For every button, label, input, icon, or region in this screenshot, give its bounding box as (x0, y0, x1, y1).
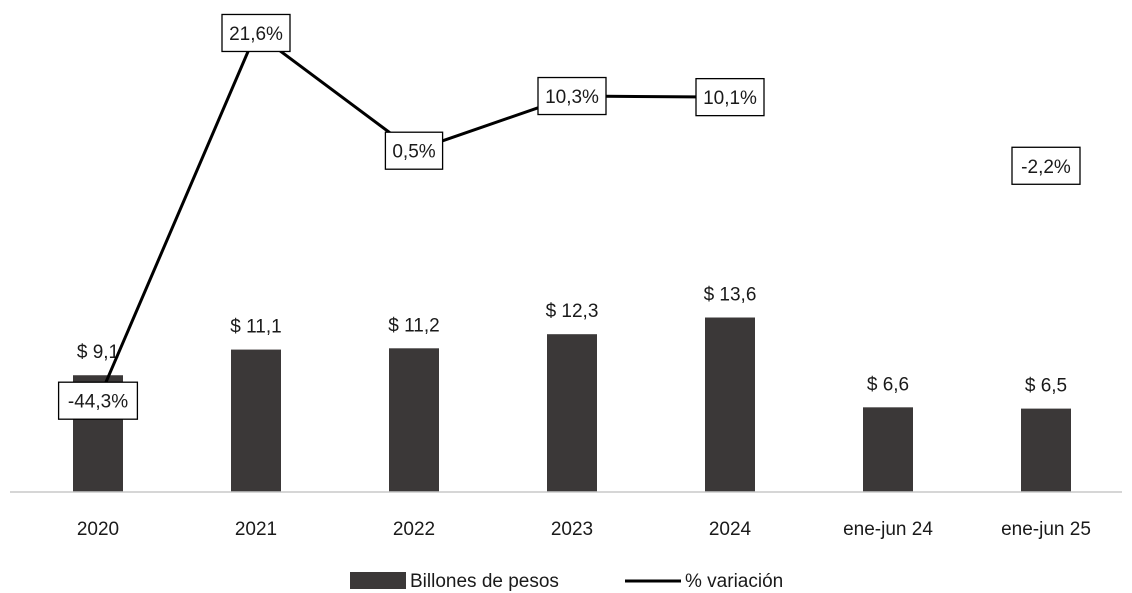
variation-label-box (57, 381, 139, 420)
bar-value-label: $ 13,6 (704, 285, 757, 306)
variation-line-layer (96, 31, 731, 402)
bar-value-label: $ 6,5 (1025, 376, 1067, 397)
variation-label-box (537, 76, 607, 116)
bar-value-label: $ 11,2 (388, 315, 439, 336)
variation-label-text: 10,1% (703, 88, 757, 109)
x-tick-label: 2024 (709, 519, 752, 540)
bar-2021 (231, 349, 281, 492)
variation-labels-layer: -44,3% 21,6% 0,5% 10,3% 10,1% -2,2% (57, 13, 1081, 420)
x-tick-label: 2020 (77, 519, 119, 540)
x-axis-tick-labels: 2020 2021 2022 2023 2024 ene-jun 24 ene-jun 25 (77, 519, 1091, 540)
legend-bar-swatch (350, 572, 406, 589)
variation-label-text: -2,2% (1021, 157, 1071, 178)
variation-label: 10,3% (537, 76, 607, 116)
bar-value-label: $ 9,1 (77, 342, 119, 363)
bars-layer (73, 317, 1071, 492)
x-tick-label: 2023 (551, 519, 593, 540)
bar-value-label: $ 11,1 (230, 317, 281, 338)
variation-label-text: 21,6% (229, 24, 283, 45)
x-tick-label: ene-jun 25 (1001, 519, 1091, 540)
bar-ene-jun-25 (1021, 408, 1071, 492)
variation-label-box (384, 131, 444, 170)
variation-label: 0,5% (384, 131, 444, 170)
variation-label: 10,1% (695, 77, 765, 117)
variation-label: 21,6% (221, 13, 291, 53)
x-tick-label: 2021 (235, 519, 277, 540)
bar-2024 (705, 317, 755, 492)
variation-label-box (695, 77, 765, 117)
variation-label-text: 0,5% (392, 142, 435, 163)
variation-label-box (1011, 146, 1081, 185)
legend-bar-label: Billones de pesos (410, 571, 559, 592)
bar-labels-layer: $ 9,1 $ 11,1 $ 11,2 $ 12,3 $ 13,6 $ 6,6 $ 6,5 (77, 285, 1067, 397)
bar-value-label: $ 6,6 (867, 374, 909, 395)
variation-label-text: 10,3% (545, 87, 599, 108)
bar-2023 (547, 334, 597, 492)
variation-label-text: -44,3% (68, 392, 128, 413)
x-tick-label: 2022 (393, 519, 435, 540)
variation-line-segment (96, 31, 731, 402)
x-tick-label: ene-jun 24 (843, 519, 933, 540)
bar-ene-jun-24 (863, 407, 913, 492)
variation-label: -44,3% (57, 381, 139, 420)
legend-line-label: % variación (685, 571, 783, 592)
bar-2022 (389, 348, 439, 492)
variation-label: -2,2% (1011, 146, 1081, 185)
variation-label-box (221, 13, 291, 53)
bar-value-label: $ 12,3 (546, 301, 599, 322)
legend: Billones de pesos % variación (350, 571, 783, 592)
